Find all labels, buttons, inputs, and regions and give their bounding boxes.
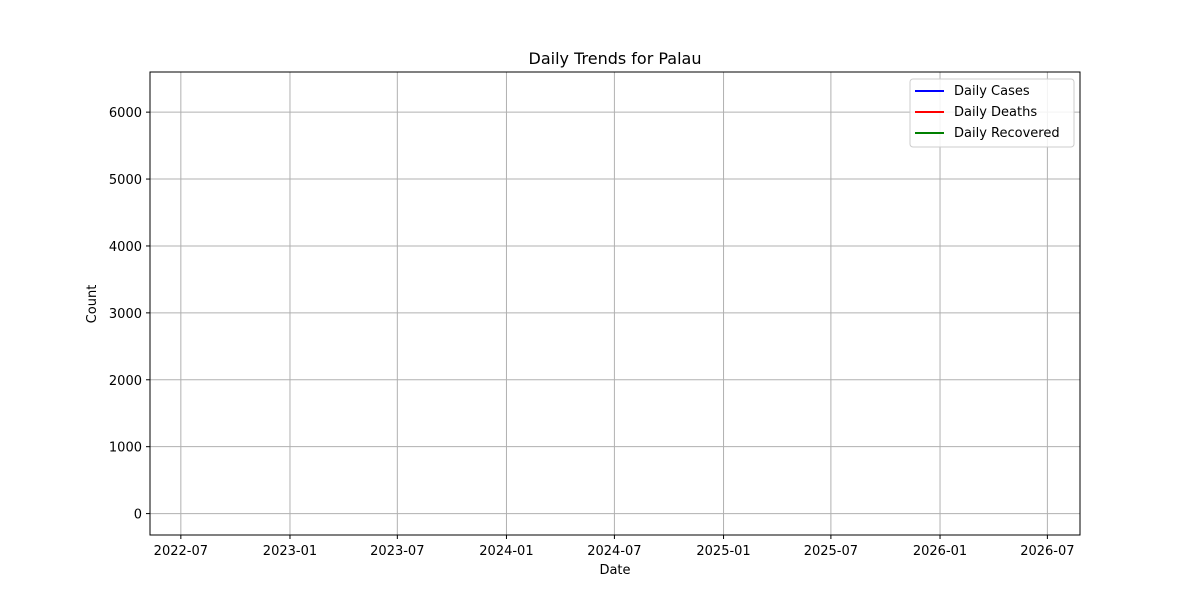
x-tick-label: 2022-07 bbox=[154, 544, 208, 559]
x-axis: 2022-07 2023-01 2023-07 2024-01 2024-07 2025-… bbox=[154, 535, 1075, 559]
y-tick-label: 1000 bbox=[109, 441, 142, 456]
y-tick-label: 5000 bbox=[109, 173, 142, 188]
y-tick-label: 4000 bbox=[109, 240, 142, 255]
x-tick-label: 2026-01 bbox=[913, 544, 967, 559]
legend: Daily Cases Daily Deaths Daily Recovered bbox=[909, 78, 1075, 148]
x-tick-label: 2023-07 bbox=[370, 544, 424, 559]
x-tick-label: 2025-01 bbox=[696, 544, 750, 559]
plot-frame bbox=[149, 71, 1081, 536]
x-tick-label: 2024-01 bbox=[479, 544, 533, 559]
y-axis-label: Count bbox=[85, 285, 100, 324]
legend-box bbox=[909, 78, 1075, 148]
x-axis-label: Date bbox=[599, 563, 630, 578]
x-tick-label: 2024-07 bbox=[587, 544, 641, 559]
y-axis: 0 1000 2000 3000 4000 5000 6000 bbox=[109, 106, 150, 523]
chart-title: Daily Trends for Palau bbox=[529, 49, 702, 68]
legend-items: Daily Cases Daily Deaths Daily Recovered bbox=[915, 84, 1060, 141]
legend-label: Daily Recovered bbox=[954, 126, 1060, 141]
y-tick-label: 2000 bbox=[109, 374, 142, 389]
y-tick-label: 3000 bbox=[109, 307, 142, 322]
y-tick-label: 6000 bbox=[109, 106, 142, 121]
x-tick-label: 2026-07 bbox=[1020, 544, 1074, 559]
x-tick-label: 2025-07 bbox=[804, 544, 858, 559]
legend-label: Daily Cases bbox=[954, 84, 1030, 99]
legend-label: Daily Deaths bbox=[954, 105, 1037, 120]
y-tick-label: 0 bbox=[134, 508, 142, 523]
grid bbox=[150, 72, 1080, 535]
x-tick-label: 2023-01 bbox=[263, 544, 317, 559]
